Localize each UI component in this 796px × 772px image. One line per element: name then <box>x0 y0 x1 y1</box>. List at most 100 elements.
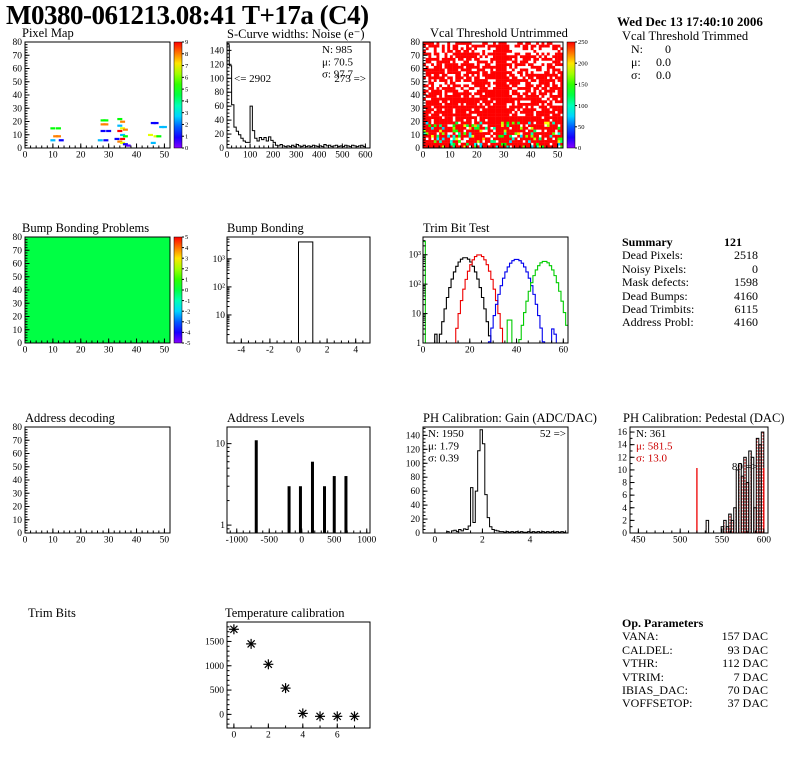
svg-text:80: 80 <box>411 473 421 483</box>
svg-text:10: 10 <box>48 346 58 356</box>
svg-text:7: 7 <box>185 63 189 70</box>
svg-text:2: 2 <box>480 536 485 546</box>
summary-grade: 121 <box>724 235 742 249</box>
summary-label: Dead Bumps: <box>622 288 688 303</box>
summary-value: 4160 <box>734 288 758 303</box>
svg-text:600: 600 <box>757 536 772 546</box>
panel-title-trim-bits: Trim Bits <box>28 606 76 620</box>
svg-text:200: 200 <box>266 151 281 161</box>
svg-text:250: 250 <box>578 39 588 46</box>
panel-title-bump-problems: Bump Bonding Problems <box>22 221 150 235</box>
svg-text:20: 20 <box>465 346 475 356</box>
svg-text:40: 40 <box>411 501 421 511</box>
svg-text:10: 10 <box>13 326 23 336</box>
op-parameters-header: Op. Parameters <box>622 616 768 630</box>
op-param-row: CALDEL: 93 DAC <box>622 643 768 657</box>
svg-text:20: 20 <box>472 151 482 161</box>
svg-text:120: 120 <box>210 60 225 70</box>
op-param-label: VOFFSETOP: <box>622 696 693 711</box>
svg-text:10: 10 <box>216 440 226 450</box>
svg-text:60: 60 <box>411 65 421 75</box>
svg-text:1: 1 <box>220 521 225 531</box>
svg-text:5: 5 <box>185 86 188 93</box>
op-parameters-title: Op. Parameters <box>622 616 704 630</box>
panel-title-trim-bit-test: Trim Bit Test <box>423 221 490 235</box>
svg-text:2: 2 <box>185 122 188 129</box>
op-param-row: VOFFSETOP: 37 DAC <box>622 696 768 711</box>
op-param-row: VANA: 157 DAC <box>622 629 768 643</box>
svg-text:50: 50 <box>13 78 23 88</box>
svg-text:N: 1950: N: 1950 <box>428 428 464 440</box>
summary-value: 4160 <box>734 315 758 330</box>
svg-text:10²: 10² <box>409 280 422 290</box>
svg-text:40: 40 <box>13 476 23 486</box>
summary-title: Summary <box>622 235 673 249</box>
svg-text:0: 0 <box>578 145 581 152</box>
svg-text:0: 0 <box>299 536 304 546</box>
svg-text:450: 450 <box>631 536 646 546</box>
svg-text:40: 40 <box>132 151 142 161</box>
svg-text:20: 20 <box>411 515 421 525</box>
op-param-row: VTRIM: 7 DAC <box>622 670 768 684</box>
stat-value: 0.0 <box>656 55 671 70</box>
svg-text:100: 100 <box>406 459 421 469</box>
svg-text:30: 30 <box>13 299 23 309</box>
svg-text:550: 550 <box>715 536 730 546</box>
summary-value: 1598 <box>734 275 758 290</box>
svg-text:0: 0 <box>622 529 627 539</box>
svg-text:40: 40 <box>132 536 142 546</box>
svg-text:80: 80 <box>411 38 421 48</box>
svg-text:500: 500 <box>335 151 350 161</box>
svg-text:-2: -2 <box>185 308 190 315</box>
svg-text:80: 80 <box>13 38 23 48</box>
svg-text:2: 2 <box>185 266 188 273</box>
op-param-value: 70 DAC <box>727 683 768 698</box>
svg-text:140: 140 <box>210 46 225 56</box>
svg-text:-500: -500 <box>261 536 279 546</box>
svg-text:0: 0 <box>219 144 224 154</box>
svg-text:70: 70 <box>13 436 23 446</box>
svg-text:500: 500 <box>673 536 688 546</box>
svg-text:60: 60 <box>13 450 23 460</box>
svg-text:4: 4 <box>528 536 533 546</box>
svg-text:0: 0 <box>17 144 22 154</box>
svg-text:400: 400 <box>312 151 327 161</box>
panel-title-temp-calibration: Temperature calibration <box>225 606 345 620</box>
svg-text:20: 20 <box>76 151 86 161</box>
svg-text:50: 50 <box>13 463 23 473</box>
svg-text:40: 40 <box>411 91 421 101</box>
stat-value: 0 <box>665 42 671 56</box>
svg-text:200: 200 <box>578 60 588 67</box>
svg-text:30: 30 <box>13 489 23 499</box>
svg-text:60: 60 <box>411 487 421 497</box>
svg-text:μ: 70.5: μ: 70.5 <box>322 56 353 68</box>
svg-text:70: 70 <box>411 51 421 61</box>
svg-text:30: 30 <box>104 151 114 161</box>
svg-text:300: 300 <box>289 151 304 161</box>
summary-label: Dead Trimbits: <box>622 302 695 317</box>
svg-text:140: 140 <box>406 431 421 441</box>
svg-text:20: 20 <box>76 346 86 356</box>
svg-text:0: 0 <box>296 346 301 356</box>
svg-text:50: 50 <box>13 273 23 283</box>
vcal-trimmed-stats: N: 0 μ: 0.0 σ: 0.0 <box>631 42 701 83</box>
panel-title-address-levels: Address Levels <box>227 411 305 425</box>
svg-text:9: 9 <box>185 39 188 46</box>
panel-title-vcal-trimmed: Vcal Threshold Trimmed <box>622 29 749 43</box>
svg-text:10: 10 <box>48 536 58 546</box>
svg-text:80: 80 <box>215 88 225 98</box>
svg-text:0: 0 <box>219 710 224 720</box>
svg-text:-4: -4 <box>185 330 191 337</box>
svg-text:σ: 97.7: σ: 97.7 <box>322 69 353 81</box>
svg-text:0: 0 <box>23 536 28 546</box>
svg-text:10: 10 <box>412 310 422 320</box>
svg-text:50: 50 <box>160 151 170 161</box>
svg-text:0: 0 <box>17 339 22 349</box>
summary-row: Mask defects: 1598 <box>622 275 758 290</box>
panel-title-address-decoding: Address decoding <box>25 411 115 425</box>
svg-text:20: 20 <box>76 536 86 546</box>
svg-text:-2: -2 <box>266 346 274 356</box>
svg-text:1500: 1500 <box>205 637 224 647</box>
